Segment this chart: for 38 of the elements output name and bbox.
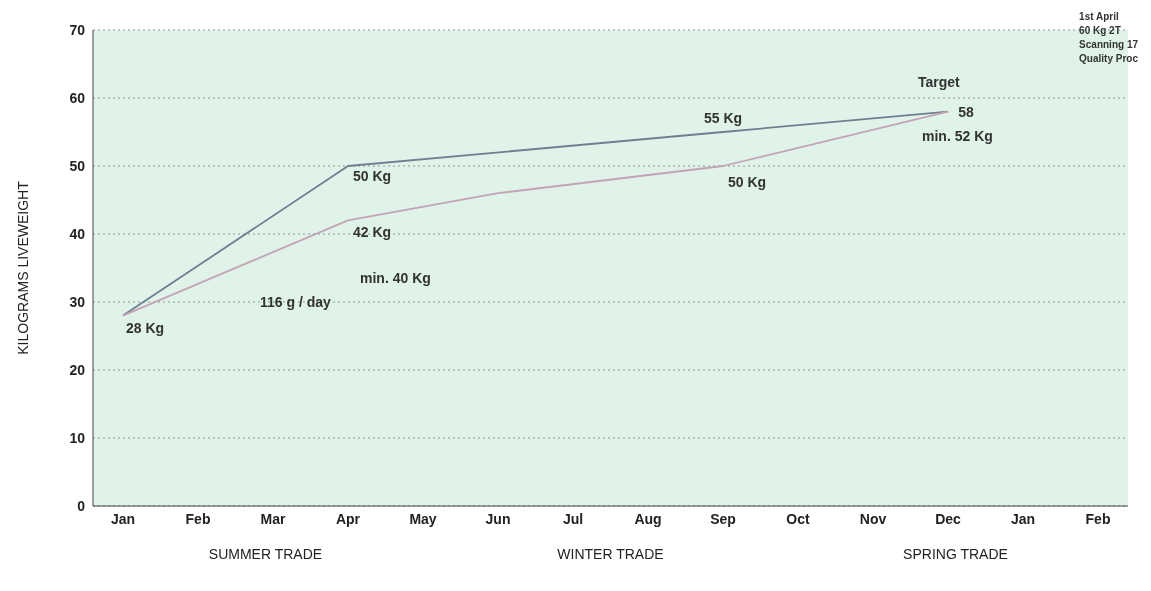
text: WINTER TRADE [556,546,665,562]
x-tick-label: Jan [1010,510,1036,527]
x-tick-label: Dec [935,510,962,527]
annotation: 116 g / day [260,294,331,310]
text: SUMMER TRADE [207,546,324,562]
x-tick-label: Oct [786,510,810,527]
annotation: 58 [958,103,974,120]
x-tick-label: Aug [634,510,662,527]
annotation: 50 Kg [352,167,392,184]
x-tick-label: Jun [485,510,511,527]
line-series [122,110,949,317]
annotation: 1st April 60 Kg 2T Scanning 17 Quality Proc [1079,10,1138,66]
x-tick-label: May [409,510,437,527]
x-tick-label: Mar [260,510,286,527]
x-tick-label: Jul [562,510,584,527]
annotation: 50 Kg [727,173,767,190]
annotation: 55 Kg [703,109,743,126]
y-tick-label: 10 [69,429,86,446]
y-axis-title: KILOGRAMS LIVEWEIGHT [14,180,31,355]
y-tick-label: 70 [69,21,86,38]
y-tick-label: 20 [69,361,86,378]
annotation: Target [918,74,960,90]
y-tick-label: 60 [69,89,86,106]
x-tick-label: Apr [335,510,361,527]
y-tick-label: 40 [69,225,86,242]
x-tick-label: Nov [859,510,887,527]
x-tick-label: Feb [1085,510,1111,527]
x-tick-label: Jan [110,510,136,527]
y-tick-label: 50 [69,157,86,174]
y-tick-label: 30 [69,293,86,310]
annotation: min. 40 Kg [360,270,431,286]
annotation: min. 52 Kg [922,128,993,144]
y-tick-label: 0 [77,497,86,514]
annotation: 42 Kg [352,224,392,241]
x-tick-label: Sep [710,510,736,527]
x-tick-label: Feb [185,510,211,527]
text: SPRING TRADE [902,546,1009,562]
annotation: 28 Kg [125,319,165,336]
